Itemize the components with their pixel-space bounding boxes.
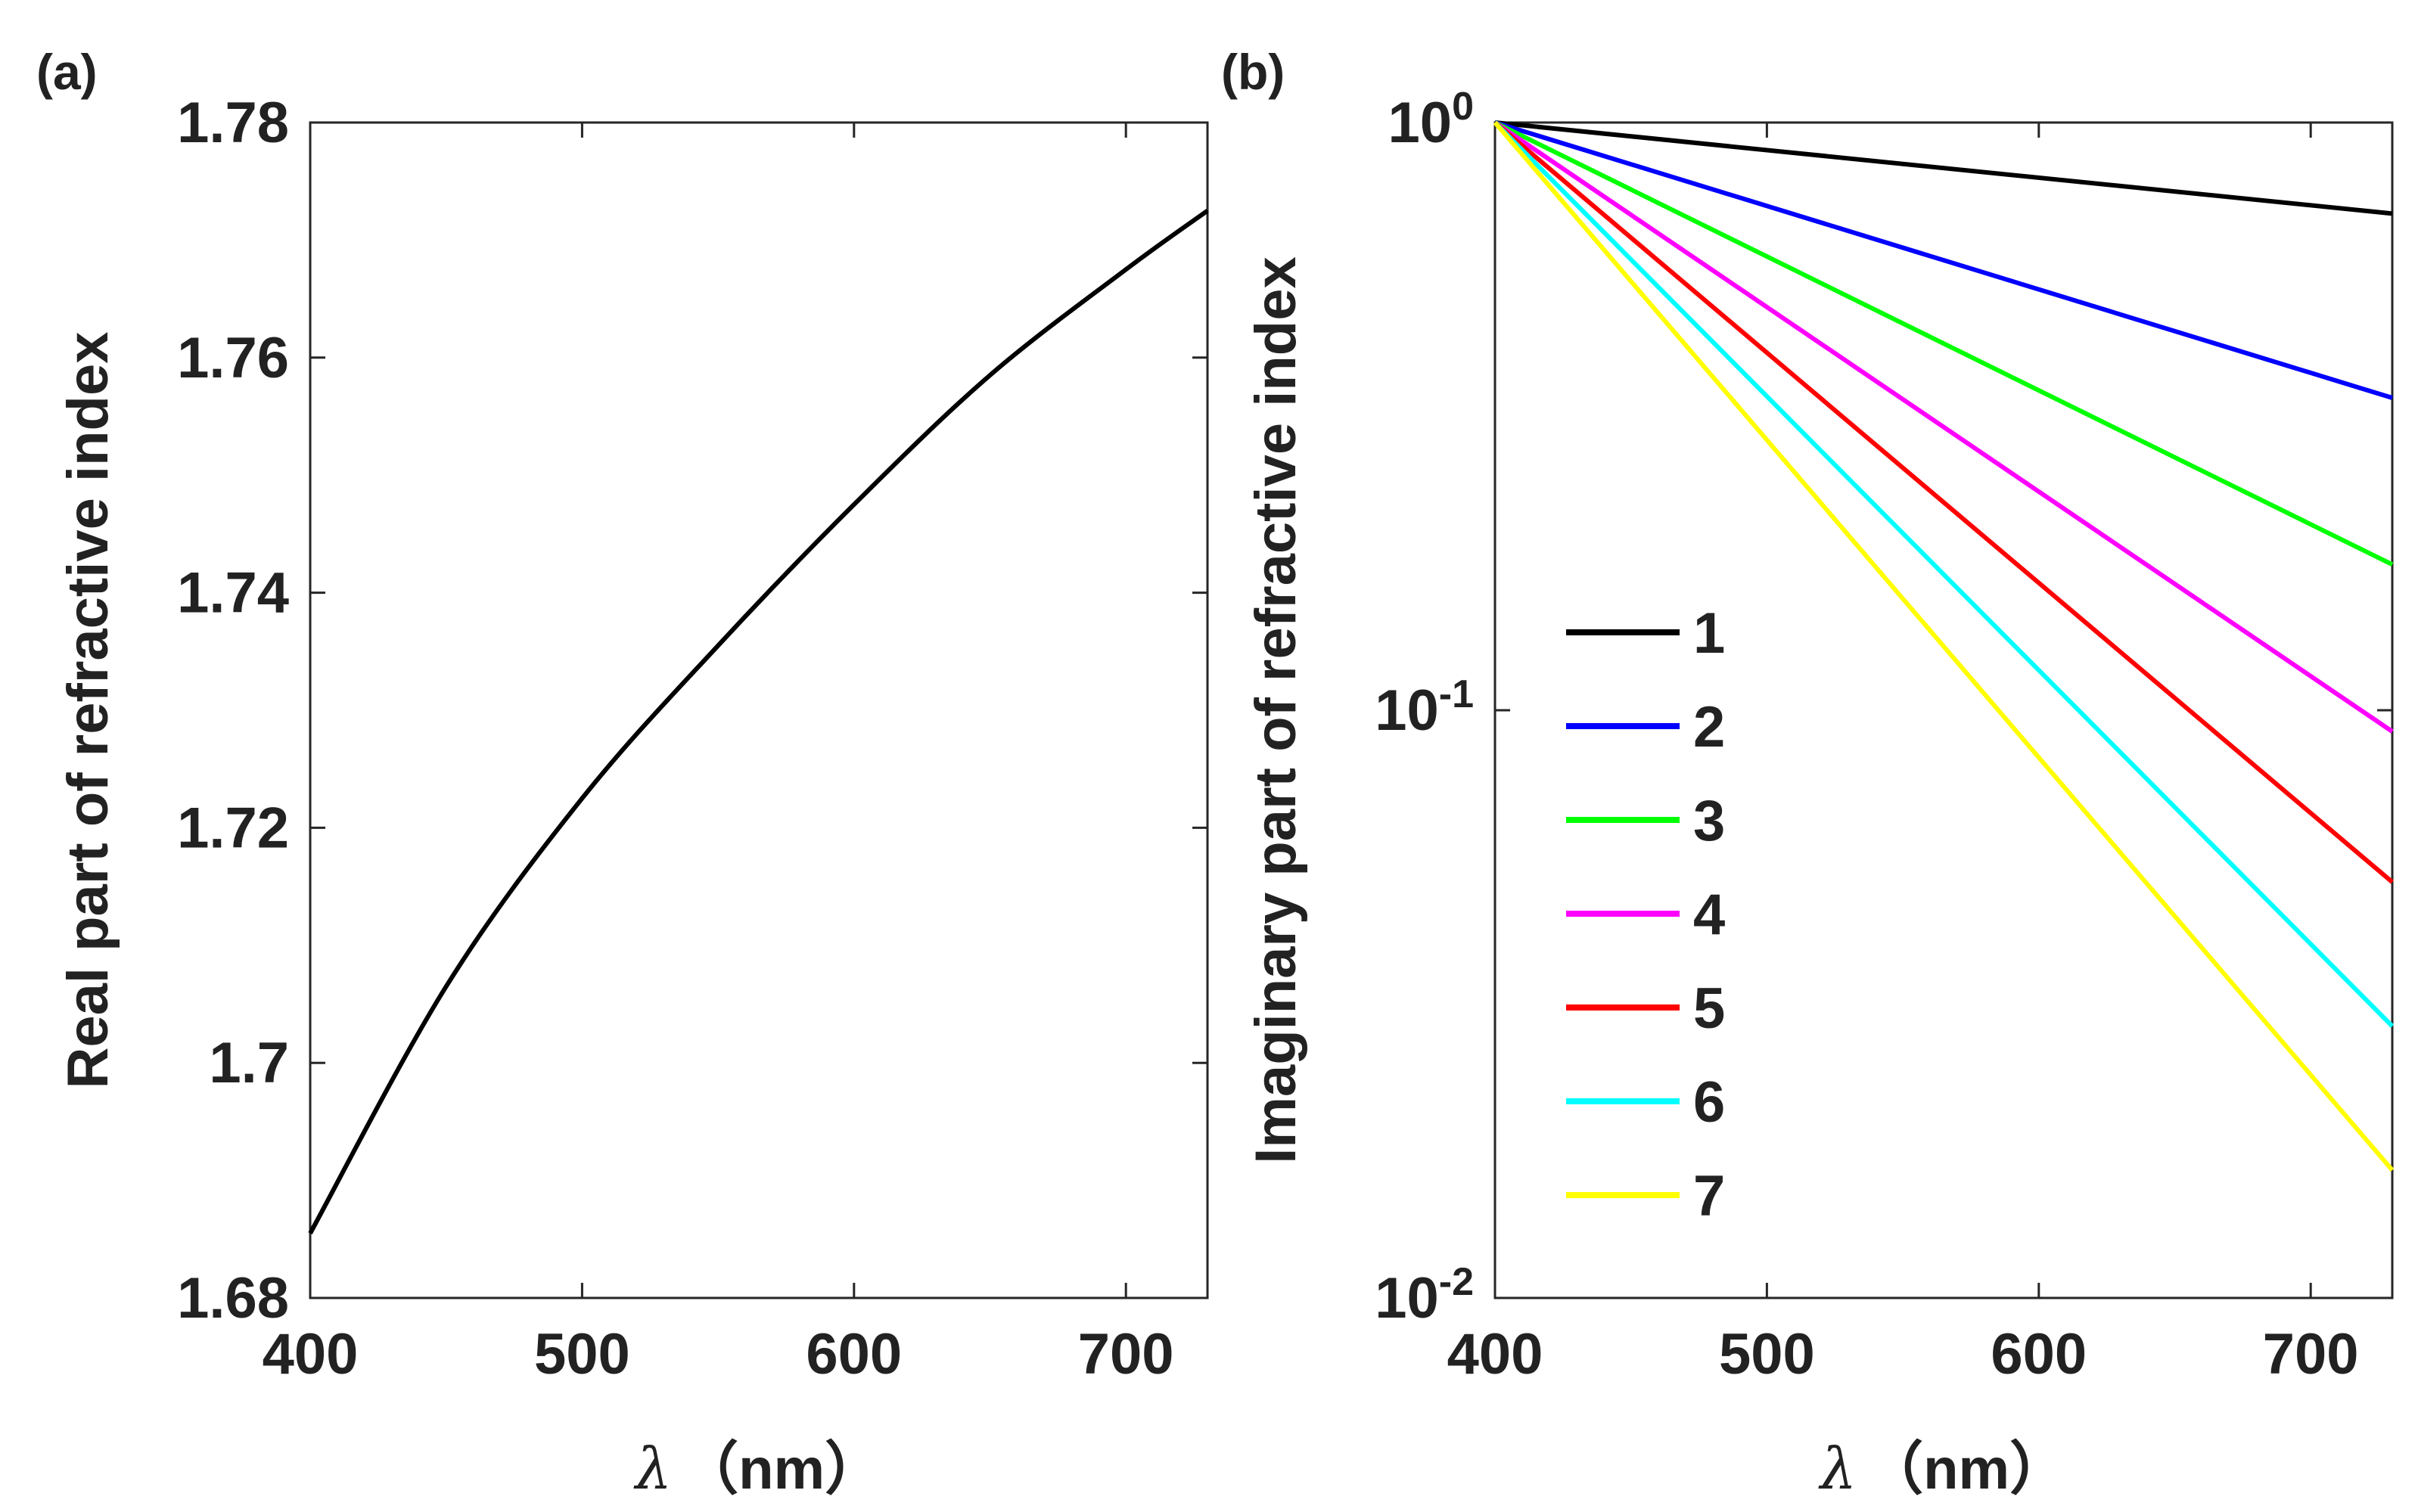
panel-a-series-line-n <box>308 209 1209 1234</box>
panel-b-x-axis-symbol: λ <box>1818 1435 1857 1502</box>
panel-b-series-line-2 <box>1494 120 2393 400</box>
panel-a-y-tick-label: 1.76 <box>177 326 289 390</box>
panel-b-y-tick-label: 10-1 <box>1375 672 1474 743</box>
panel-a-x-tick-label: 700 <box>1078 1322 1174 1386</box>
panel-b-x-axis-label: λ （nm） <box>1818 1435 2067 1502</box>
panel-b-x-tick-label: 400 <box>1447 1322 1543 1386</box>
panel-a: (a) 1.68 1.7 1.72 1.74 1.76 1.78 400 500 600 700… <box>36 44 1209 1502</box>
legend-label-6: 6 <box>1693 1070 1725 1135</box>
panel-a-y-tick-label: 1.7 <box>209 1031 289 1095</box>
legend-label-5: 5 <box>1693 976 1725 1041</box>
panel-b-series-line-4 <box>1493 120 2394 734</box>
legend-label-4: 4 <box>1693 883 1725 947</box>
panel-b-series-line-5 <box>1493 120 2394 884</box>
panel-a-label: (a) <box>36 44 98 100</box>
panel-b-series <box>1493 120 2395 1172</box>
panel-b-y-ticks: 10-2 10-1 100 <box>1375 85 2392 1330</box>
panel-b-x-axis-unit: （nm） <box>1866 1437 2067 1501</box>
panel-a-x-ticks: 400 500 600 700 <box>263 123 1174 1386</box>
panel-a-y-axis-label: Real part of refractive index <box>56 331 120 1088</box>
panel-a-y-tick-label: 1.68 <box>177 1266 289 1330</box>
panel-b-x-ticks: 400 500 600 700 <box>1447 123 2359 1386</box>
panel-b: (b) 10-2 10-1 100 400 500 600 700 1 2 3 4 5 6 7 Ima… <box>1221 44 2395 1502</box>
panel-b-series-line-1 <box>1494 120 2393 216</box>
panel-a-x-axis-symbol: λ <box>633 1435 672 1502</box>
legend-label-2: 2 <box>1693 695 1725 759</box>
panel-b-x-tick-label: 700 <box>2263 1322 2359 1386</box>
legend-label-3: 3 <box>1693 789 1725 853</box>
panel-b-label: (b) <box>1221 44 1285 100</box>
panel-a-x-axis-unit: （nm） <box>681 1437 882 1501</box>
panel-b-y-tick-label: 10-2 <box>1375 1260 1474 1330</box>
panel-b-y-tick-label: 100 <box>1388 85 1474 155</box>
panel-a-x-tick-label: 600 <box>806 1322 902 1386</box>
panel-a-axes-box <box>309 121 1209 1299</box>
panel-b-x-tick-label: 600 <box>1991 1322 2087 1386</box>
panel-a-y-tick-label: 1.74 <box>177 561 289 626</box>
panel-a-x-tick-label: 500 <box>534 1322 630 1386</box>
panel-a-series <box>308 209 1209 1234</box>
panel-b-y-axis-label: Imaginary part of refractive index <box>1244 256 1308 1164</box>
panel-b-x-tick-label: 500 <box>1719 1322 1815 1386</box>
panel-b-series-line-3 <box>1493 120 2394 567</box>
panel-b-legend: 1 2 3 4 5 6 7 <box>1566 601 1725 1228</box>
panel-b-series-line-6 <box>1493 120 2395 1028</box>
legend-label-1: 1 <box>1693 601 1725 666</box>
legend-label-7: 7 <box>1693 1164 1725 1228</box>
panel-a-y-ticks: 1.68 1.7 1.72 1.74 1.76 1.78 <box>177 91 1207 1330</box>
panel-a-x-tick-label: 400 <box>263 1322 359 1386</box>
panel-b-series-line-7 <box>1493 121 2395 1172</box>
panel-a-y-tick-label: 1.78 <box>177 91 289 155</box>
panel-a-y-tick-label: 1.72 <box>177 796 289 860</box>
panel-a-x-axis-label: λ （nm） <box>633 1435 882 1502</box>
